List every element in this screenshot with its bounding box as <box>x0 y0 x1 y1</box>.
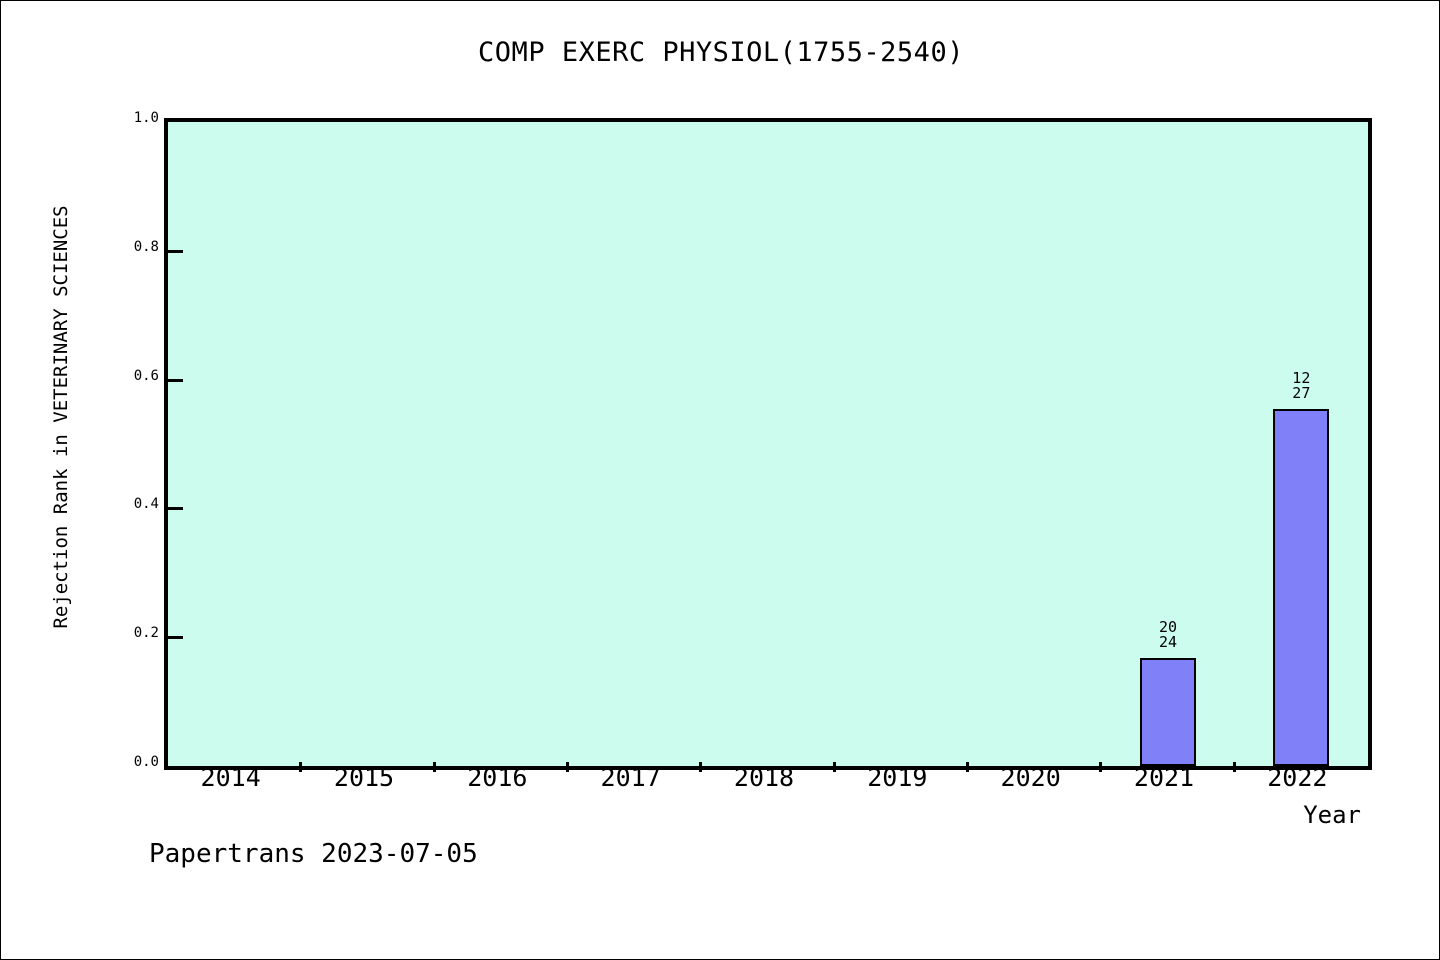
bar-2021[interactable] <box>1140 658 1196 766</box>
x-axis-tick-label: 2019 <box>867 763 928 792</box>
y-axis-tick-labels: 0.0 0.2 0.4 0.6 0.8 1.0 <box>111 110 159 770</box>
bar-annotation-2022: 12 27 <box>1292 368 1311 402</box>
y-axis-tick-mark <box>168 636 183 640</box>
x-axis-tick-mark <box>1099 762 1103 772</box>
plot-inner: 20 24 12 27 <box>168 122 1368 766</box>
y-axis-tick-mark <box>168 507 183 511</box>
x-axis-tick-mark <box>699 762 703 772</box>
y-axis-tick-mark <box>168 249 183 253</box>
y-axis-tick-label: 1.0 <box>133 110 159 126</box>
x-axis-tick-label: 2015 <box>333 763 395 792</box>
x-axis-tick-label: 2014 <box>200 763 261 792</box>
y-axis-tick-label: 0.2 <box>133 625 159 642</box>
y-axis-tick-label: 0.4 <box>133 496 159 513</box>
footer-note: Papertrans 2023-07-05 <box>149 839 478 869</box>
y-axis-title: Rejection Rank in VETERINARY SCIENCES <box>50 205 72 629</box>
x-axis-tick-mark <box>832 762 836 772</box>
bar-annotation-total: 27 <box>1292 383 1311 402</box>
y-axis-tick-mark <box>168 378 183 382</box>
x-axis-tick-mark <box>299 762 303 772</box>
y-axis-tick-label: 0.6 <box>133 367 159 384</box>
x-axis-tick-mark <box>566 762 569 772</box>
y-axis-tick-marks <box>168 122 1368 766</box>
x-axis-tick-label: 2017 <box>600 763 661 792</box>
x-axis-tick-label: 2016 <box>467 763 528 792</box>
bar-annotation-total: 24 <box>1158 633 1178 652</box>
x-axis-tick-marks <box>164 762 1368 774</box>
x-axis-tick-mark <box>1232 762 1236 772</box>
x-axis-tick-label: 2021 <box>1133 763 1195 792</box>
bar-annotation-rank: 20 <box>1158 618 1178 637</box>
bar-annotation-rank: 12 <box>1292 368 1311 387</box>
x-axis-tick-mark <box>966 762 969 772</box>
x-axis-tick-label: 2020 <box>1000 763 1061 792</box>
x-axis-tick-mark <box>432 762 436 772</box>
y-axis-tick-label: 0.8 <box>133 238 159 255</box>
bar-annotation-2021: 20 24 <box>1159 620 1177 650</box>
x-axis-tick-labels: 2014 2015 2016 2017 2018 2019 2020 2021 2022 <box>164 763 1364 803</box>
plot-area: 20 24 12 27 <box>164 118 1372 770</box>
chart-title: COMP EXERC PHYSIOL(1755-2540) <box>478 37 964 68</box>
x-axis-tick-label: 2018 <box>733 763 795 792</box>
y-axis-tick-label: 0.0 <box>133 754 159 770</box>
x-axis-title: Year <box>1303 801 1361 829</box>
bar-2022[interactable] <box>1273 408 1330 766</box>
x-axis-tick-label: 2022 <box>1267 763 1328 792</box>
